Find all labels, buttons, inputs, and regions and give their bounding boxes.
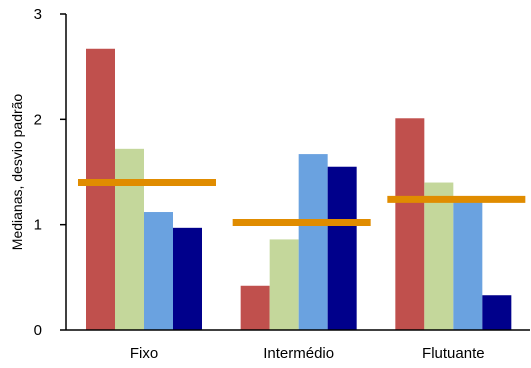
bar (269, 239, 299, 330)
bar (115, 148, 144, 330)
bar (453, 201, 483, 330)
bar (298, 154, 328, 330)
bar (395, 118, 425, 330)
x-tick-label: Flutuante (422, 345, 485, 362)
y-tick-label: 2 (34, 111, 42, 128)
bar (327, 166, 357, 330)
bar (482, 295, 512, 330)
axes: 0 1 2 3 Fixo Intermédio Flutuante (34, 6, 530, 362)
bar (424, 182, 454, 330)
y-tick-label: 0 (34, 322, 42, 339)
bar (86, 48, 115, 330)
bar (240, 285, 270, 330)
x-tick-label: Intermédio (263, 345, 334, 362)
y-tick-label: 3 (34, 6, 42, 23)
bar (144, 212, 173, 330)
bar (173, 227, 202, 330)
y-tick-label: 1 (34, 217, 42, 234)
y-axis-title: Medianas, desvio padrão (9, 94, 25, 251)
plot-area (78, 48, 526, 330)
x-tick-label: Fixo (130, 345, 158, 362)
